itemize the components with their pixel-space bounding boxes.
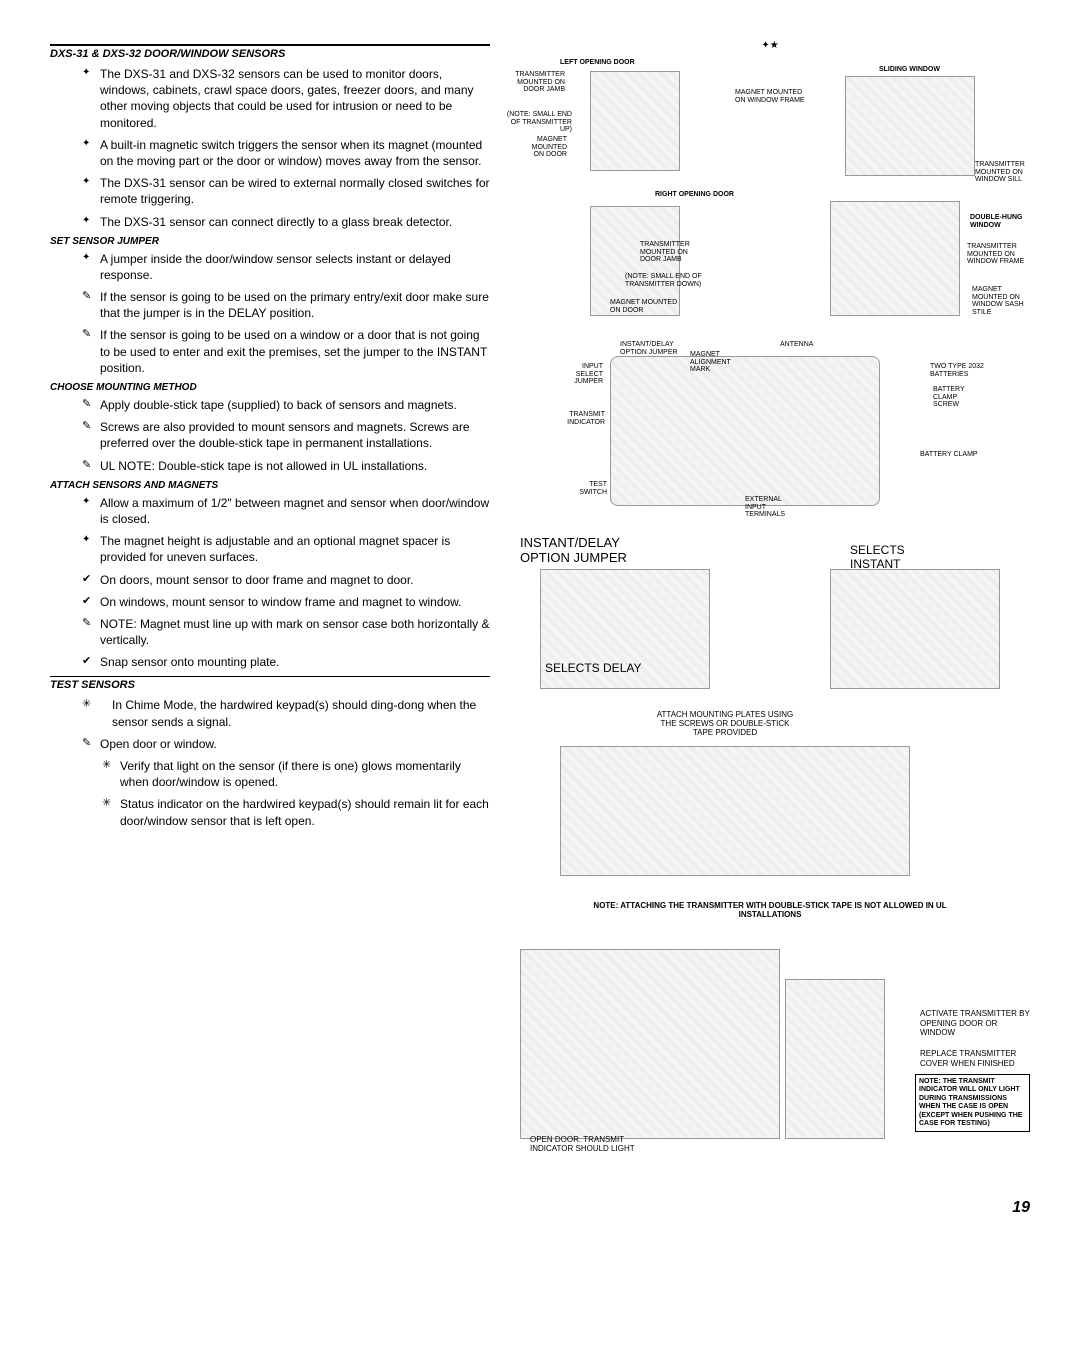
mounting-illustration	[560, 746, 910, 876]
label: DOUBLE-HUNG WINDOW	[970, 214, 1030, 229]
label: TWO TYPE 2032 BATTERIES	[930, 363, 995, 378]
set-jumper-list: A jumper inside the door/window sensor s…	[50, 251, 490, 376]
label: INPUT SELECT JUMPER	[565, 363, 603, 386]
intro-item: The DXS-31 sensor can connect directly t…	[100, 214, 490, 230]
mounting-note: NOTE: ATTACHING THE TRANSMITTER WITH DOU…	[590, 901, 950, 919]
star-icon: ✦★	[510, 40, 1030, 51]
list-item: Verify that light on the sensor (if ther…	[120, 758, 490, 790]
door-illustration	[590, 71, 680, 171]
attach-title: ATTACH SENSORS AND MAGNETS	[50, 480, 490, 491]
list-item: If the sensor is going to be used on the…	[100, 289, 490, 321]
label: BATTERY CLAMP SCREW	[933, 386, 975, 409]
list-item: Screws are also provided to mount sensor…	[100, 419, 490, 451]
attach-list: Allow a maximum of 1/2" between magnet a…	[50, 495, 490, 671]
label: MAGNET MOUNTED ON DOOR	[522, 136, 567, 159]
list-item: If the sensor is going to be used on a w…	[100, 327, 490, 376]
list-item: The magnet height is adjustable and an o…	[100, 533, 490, 565]
jumper-diagram: INSTANT/DELAY OPTION JUMPER SELECTS DELA…	[510, 531, 1030, 701]
label: SLIDING WINDOW	[879, 66, 940, 74]
intro-item: The DXS-31 sensor can be wired to extern…	[100, 175, 490, 207]
list-item: Allow a maximum of 1/2" between magnet a…	[100, 495, 490, 527]
mounting-diagram: ATTACH MOUNTING PLATES USING THE SCREWS …	[510, 711, 1030, 891]
list-item: Open door or window.	[100, 736, 490, 752]
list-item: On windows, mount sensor to window frame…	[100, 594, 490, 610]
label: RIGHT OPENING DOOR	[655, 191, 734, 199]
label: ANTENNA	[780, 341, 813, 349]
label: SELECTS INSTANT	[850, 543, 920, 571]
pcb-illustration	[610, 356, 880, 506]
label: TRANSMITTER MOUNTED ON WINDOW FRAME	[967, 243, 1030, 266]
set-jumper-title: SET SENSOR JUMPER	[50, 236, 490, 247]
label: LEFT OPENING DOOR	[560, 59, 635, 67]
mounting-list: Apply double-stick tape (supplied) to ba…	[50, 397, 490, 474]
label: MAGNET ALIGNMENT MARK	[690, 351, 740, 374]
list-item: NOTE: Magnet must line up with mark on s…	[100, 616, 490, 648]
pcb-diagram: INSTANT/DELAY OPTION JUMPER INPUT SELECT…	[510, 341, 1030, 521]
list-item: Status indicator on the hardwired keypad…	[120, 796, 490, 828]
label: SELECTS DELAY	[545, 661, 641, 675]
list-item: UL NOTE: Double-stick tape is not allowe…	[100, 458, 490, 474]
list-item: In Chime Mode, the hardwired keypad(s) s…	[100, 697, 490, 729]
label: REPLACE TRANSMITTER COVER WHEN FINISHED	[920, 1049, 1030, 1068]
test-title: TEST SENSORS	[50, 676, 490, 691]
label: ACTIVATE TRANSMITTER BY OPENING DOOR OR …	[920, 1009, 1030, 1038]
label: EXTERNAL INPUT TERMINALS	[745, 496, 795, 519]
list-item: A jumper inside the door/window sensor s…	[100, 251, 490, 283]
main-title: DXS-31 & DXS-32 DOOR/WINDOW SENSORS	[50, 44, 490, 60]
label: BATTERY CLAMP	[920, 451, 990, 459]
text-column: DXS-31 & DXS-32 DOOR/WINDOW SENSORS The …	[50, 40, 490, 1179]
test-diagram: OPEN DOOR. TRANSMIT INDICATOR SHOULD LIG…	[510, 949, 1030, 1169]
page-number: 19	[50, 1199, 1030, 1217]
transmitter-illustration	[785, 979, 885, 1139]
test-list: In Chime Mode, the hardwired keypad(s) s…	[50, 697, 490, 752]
jumper-illustration	[830, 569, 1000, 689]
label: (NOTE: SMALL END OF TRANSMITTER DOWN)	[625, 273, 710, 288]
label: MAGNET MOUNTED ON WINDOW FRAME	[735, 89, 810, 104]
label: (NOTE: SMALL END OF TRANSMITTER UP)	[500, 111, 572, 134]
mounting-title: CHOOSE MOUNTING METHOD	[50, 382, 490, 393]
label: TRANSMIT INDICATOR	[555, 411, 605, 426]
test-illustration	[520, 949, 780, 1139]
label: TEST SWITCH	[572, 481, 607, 496]
label: TRANSMITTER MOUNTED ON DOOR JAMB	[510, 71, 565, 94]
diagram-column: ✦★ LEFT OPENING DOOR TRANSMITTER MOUNTED…	[510, 40, 1030, 1179]
label: MAGNET MOUNTED ON DOOR	[610, 299, 680, 314]
test-sublist: Verify that light on the sensor (if ther…	[50, 758, 490, 829]
jumper-title: INSTANT/DELAY OPTION JUMPER	[520, 535, 670, 565]
list-item: Snap sensor onto mounting plate.	[100, 654, 490, 670]
door-window-diagram: LEFT OPENING DOOR TRANSMITTER MOUNTED ON…	[510, 51, 1030, 331]
label: MAGNET MOUNTED ON WINDOW SASH STILE	[972, 286, 1030, 317]
intro-list: The DXS-31 and DXS-32 sensors can be use…	[50, 66, 490, 230]
label: TRANSMITTER MOUNTED ON DOOR JAMB	[640, 241, 695, 264]
list-item: Apply double-stick tape (supplied) to ba…	[100, 397, 490, 413]
list-item: On doors, mount sensor to door frame and…	[100, 572, 490, 588]
label: TRANSMITTER MOUNTED ON WINDOW SILL	[975, 161, 1030, 184]
label: OPEN DOOR. TRANSMIT INDICATOR SHOULD LIG…	[530, 1135, 640, 1154]
label: INSTANT/DELAY OPTION JUMPER	[620, 341, 680, 356]
note-box: NOTE: THE TRANSMIT INDICATOR WILL ONLY L…	[915, 1074, 1030, 1132]
intro-item: The DXS-31 and DXS-32 sensors can be use…	[100, 66, 490, 131]
label: ATTACH MOUNTING PLATES USING THE SCREWS …	[650, 711, 800, 737]
window-illustration	[830, 201, 960, 316]
intro-item: A built-in magnetic switch triggers the …	[100, 137, 490, 169]
window-illustration	[845, 76, 975, 176]
